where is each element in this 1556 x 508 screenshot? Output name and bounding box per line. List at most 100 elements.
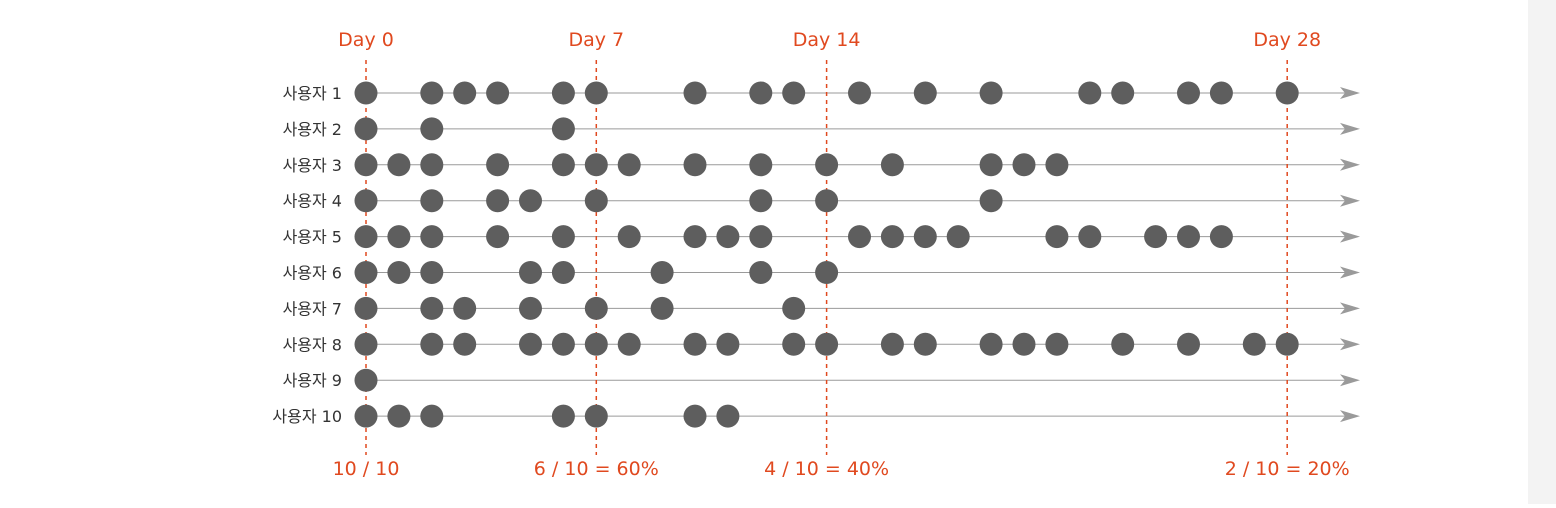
user-label: 사용자 4 <box>283 192 342 211</box>
activity-dot <box>1045 225 1069 249</box>
activity-dot <box>420 117 444 141</box>
activity-dot <box>1012 153 1036 177</box>
activity-dot <box>815 261 839 284</box>
activity-dot <box>749 153 773 177</box>
activity-dot <box>584 404 608 428</box>
activity-dot <box>453 332 477 356</box>
activity-dot <box>420 261 444 284</box>
activity-dot <box>617 332 641 356</box>
activity-dot <box>815 332 839 356</box>
timeline-arrowhead <box>1340 122 1360 135</box>
activity-dot <box>683 332 707 356</box>
user-label: 사용자 8 <box>283 335 342 354</box>
activity-dot <box>387 225 411 249</box>
activity-dot <box>979 153 1003 177</box>
user-label: 사용자 5 <box>283 228 342 247</box>
timeline-arrowhead <box>1340 230 1360 243</box>
activity-dot <box>716 225 740 249</box>
activity-dot <box>354 81 378 105</box>
activity-dot <box>551 332 575 356</box>
activity-dot <box>486 153 510 177</box>
user-label: 사용자 2 <box>283 120 342 139</box>
activity-dot <box>1111 332 1135 356</box>
activity-dot <box>749 261 773 284</box>
activity-dot <box>782 332 806 356</box>
activity-dot <box>453 296 477 320</box>
activity-dot <box>486 189 510 213</box>
user-label: 사용자 7 <box>283 299 342 318</box>
activity-dot <box>387 153 411 177</box>
activity-dot <box>1177 81 1200 105</box>
activity-dot <box>617 225 641 249</box>
activity-dot <box>354 153 378 177</box>
activity-dot <box>354 368 378 392</box>
day-marker-label: Day 28 <box>1253 29 1321 51</box>
retention-label: 2 / 10 = 20% <box>1225 458 1350 480</box>
page-edge <box>1528 0 1556 504</box>
activity-dot <box>551 153 575 177</box>
day-marker-layer <box>365 60 1288 455</box>
activity-dot <box>683 81 707 105</box>
activity-dot <box>749 189 773 213</box>
activity-dot <box>848 81 871 105</box>
activity-dot <box>486 81 510 105</box>
activity-dot <box>584 153 608 177</box>
activity-dot <box>716 404 740 428</box>
activity-dot <box>782 81 806 105</box>
user-label: 사용자 3 <box>283 156 342 175</box>
activity-dot <box>387 404 411 428</box>
activity-dot <box>420 225 444 249</box>
activity-dot <box>979 332 1003 356</box>
activity-dot <box>880 153 904 177</box>
activity-dot <box>519 332 542 356</box>
activity-dot <box>551 225 575 249</box>
activity-dot <box>1012 332 1036 356</box>
activity-dot <box>880 225 904 249</box>
activity-dot <box>519 189 542 213</box>
activity-dot <box>354 296 378 320</box>
timeline-arrowhead <box>1340 374 1360 387</box>
activity-dot <box>387 261 411 284</box>
timeline-layer <box>355 87 1360 423</box>
activity-dot <box>551 117 575 141</box>
activity-dot <box>946 225 970 249</box>
activity-dot <box>519 296 542 320</box>
activity-dot <box>617 153 641 177</box>
activity-dot <box>1275 81 1299 105</box>
activity-dot <box>848 225 871 249</box>
activity-dot <box>683 404 707 428</box>
activity-dot <box>979 81 1003 105</box>
activity-dot <box>420 189 444 213</box>
activity-dot <box>749 81 773 105</box>
activity-dot <box>815 189 839 213</box>
retention-label: 10 / 10 <box>333 458 400 480</box>
timeline-arrowhead <box>1340 266 1360 279</box>
activity-dot <box>354 404 378 428</box>
user-label: 사용자 10 <box>272 407 342 426</box>
activity-dot <box>913 332 937 356</box>
activity-dot <box>519 261 542 284</box>
day-marker-label: Day 14 <box>793 29 861 51</box>
activity-dot <box>551 81 575 105</box>
activity-dot <box>354 225 378 249</box>
timeline-arrowhead <box>1340 302 1360 315</box>
activity-dot <box>749 225 773 249</box>
activity-dot <box>420 404 444 428</box>
activity-dot <box>420 296 444 320</box>
activity-dot <box>420 332 444 356</box>
activity-dot <box>913 81 937 105</box>
timeline-arrowhead <box>1340 194 1360 207</box>
activity-dot <box>880 332 904 356</box>
retention-label: 4 / 10 = 40% <box>764 458 889 480</box>
activity-dot <box>1045 153 1069 177</box>
timeline-arrowhead <box>1340 410 1360 423</box>
activity-dot <box>1078 225 1102 249</box>
activity-dot <box>354 189 378 213</box>
activity-dot <box>486 225 510 249</box>
activity-dot <box>1177 332 1200 356</box>
activity-dot <box>650 296 674 320</box>
day-marker-label: Day 0 <box>338 29 394 51</box>
timeline-arrowhead <box>1340 338 1360 351</box>
